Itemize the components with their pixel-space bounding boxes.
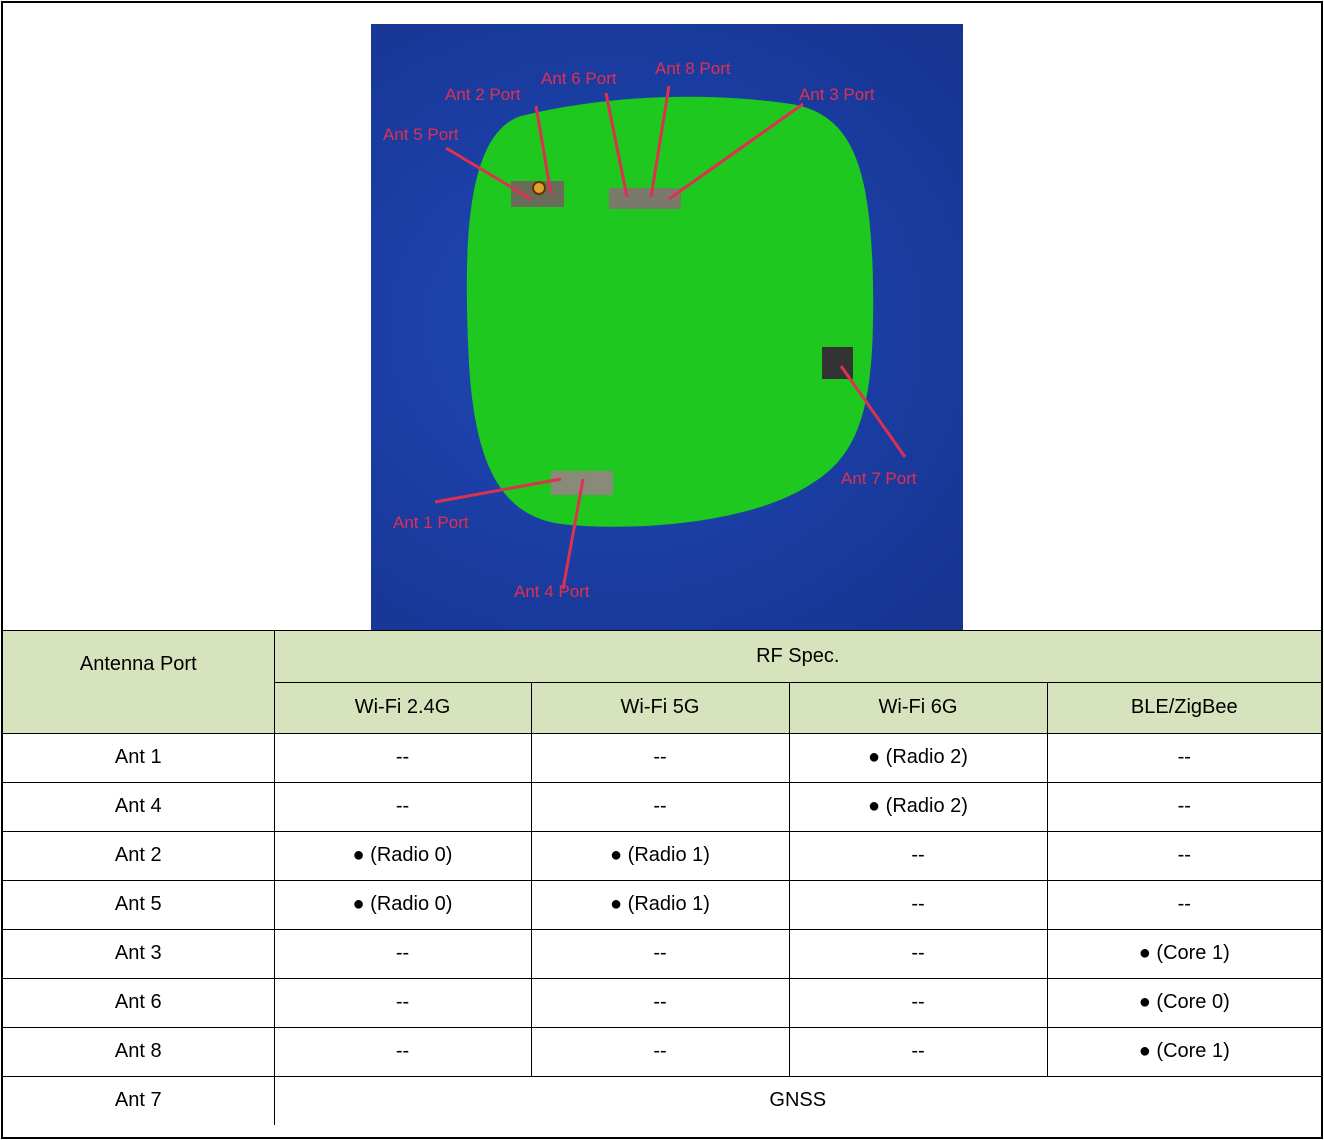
connector-ant2-jack [532,181,546,195]
spec-cell: ● (Core 1) [1046,928,1322,979]
spec-cell: ● (Radio 0) [273,879,532,930]
table-row: Ant 7 GNSS [3,1075,1322,1125]
spec-cell: -- [788,1026,1048,1077]
rf-spec-header: RF Spec. [273,631,1322,683]
spec-cell: ● (Radio 0) [273,830,532,881]
spec-cell: ● (Radio 2) [788,732,1048,783]
spec-cell: -- [273,977,532,1028]
antenna-port-header: Antenna Port [3,631,275,734]
spec-cell: -- [788,879,1048,930]
label-ant3-port: Ant 3 Port [799,85,875,104]
label-ant4-port: Ant 4 Port [514,582,590,601]
spec-cell: -- [530,1026,790,1077]
port-cell: Ant 1 [3,732,275,783]
table-row: Ant 3 -- -- -- ● (Core 1) [3,928,1322,979]
port-cell: Ant 5 [3,879,275,930]
spec-cell: -- [273,732,532,783]
label-ant2-port: Ant 2 Port [445,85,521,104]
label-ant8-port: Ant 8 Port [655,59,731,78]
spec-cell: -- [273,781,532,832]
pointer-ant8 [649,85,671,198]
table-row: Ant 1 -- -- ● (Radio 2) -- [3,732,1322,783]
header-row-1: Antenna Port RF Spec. [3,631,1322,734]
table-row: Ant 5 ● (Radio 0) ● (Radio 1) -- -- [3,879,1322,930]
pointer-ant1 [434,477,562,504]
spec-cell: ● (Radio 1) [530,879,790,930]
port-cell: Ant 2 [3,830,275,881]
band-header-wifi6: Wi-Fi 6G [788,681,1048,734]
table-row: Ant 2 ● (Radio 0) ● (Radio 1) -- -- [3,830,1322,881]
device-board [466,96,874,527]
spec-cell: -- [530,977,790,1028]
spec-cell: -- [273,928,532,979]
spec-cell: ● (Core 1) [1046,1026,1322,1077]
label-ant6-port: Ant 6 Port [541,69,617,88]
pointer-ant3 [668,102,804,201]
port-cell: Ant 4 [3,781,275,832]
spec-cell: ● (Radio 1) [530,830,790,881]
spec-cell: -- [788,977,1048,1028]
table-row: Ant 8 -- -- -- ● (Core 1) [3,1026,1322,1077]
pointer-ant5 [445,146,532,201]
header-row-2: Wi-Fi 2.4G Wi-Fi 5G Wi-Fi 6G BLE/ZigBee [3,681,1322,734]
pointer-ant4 [561,478,585,590]
label-ant1-port: Ant 1 Port [393,513,469,532]
gnss-cell: GNSS [273,1075,1322,1125]
port-cell: Ant 6 [3,977,275,1028]
port-cell: Ant 8 [3,1026,275,1077]
rf-spec-table: Antenna Port RF Spec. Wi-Fi 2.4G Wi-Fi 5… [3,631,1322,1125]
spec-cell: -- [788,928,1048,979]
spec-cell: -- [530,928,790,979]
label-ant7-port: Ant 7 Port [841,469,917,488]
spec-cell: ● (Core 0) [1046,977,1322,1028]
spec-cell: -- [1046,879,1322,930]
spec-cell: -- [1046,781,1322,832]
label-ant5-port: Ant 5 Port [383,125,459,144]
table-row: Ant 4 -- -- ● (Radio 2) -- [3,781,1322,832]
antenna-port-diagram: Ant 5 Port Ant 2 Port Ant 6 Port Ant 8 P… [383,59,917,601]
spec-cell: -- [1046,830,1322,881]
band-header-ble-zigbee: BLE/ZigBee [1046,681,1322,734]
antenna-port-photo: Ant 5 Port Ant 2 Port Ant 6 Port Ant 8 P… [371,24,963,630]
spec-cell: -- [788,830,1048,881]
port-cell: Ant 3 [3,928,275,979]
spec-cell: -- [530,781,790,832]
port-cell: Ant 7 [3,1075,275,1125]
table-row: Ant 6 -- -- -- ● (Core 0) [3,977,1322,1028]
band-header-wifi24: Wi-Fi 2.4G [274,681,532,734]
spec-cell: ● (Radio 2) [788,781,1048,832]
spec-cell: -- [530,732,790,783]
band-header-wifi5: Wi-Fi 5G [530,681,790,734]
pointer-ant2 [534,105,553,195]
spec-cell: -- [273,1026,532,1077]
photo-cell: Ant 5 Port Ant 2 Port Ant 6 Port Ant 8 P… [3,3,1321,631]
spec-cell: -- [1046,732,1322,783]
pointer-ant6 [604,92,629,198]
pointer-ant7 [839,365,907,458]
